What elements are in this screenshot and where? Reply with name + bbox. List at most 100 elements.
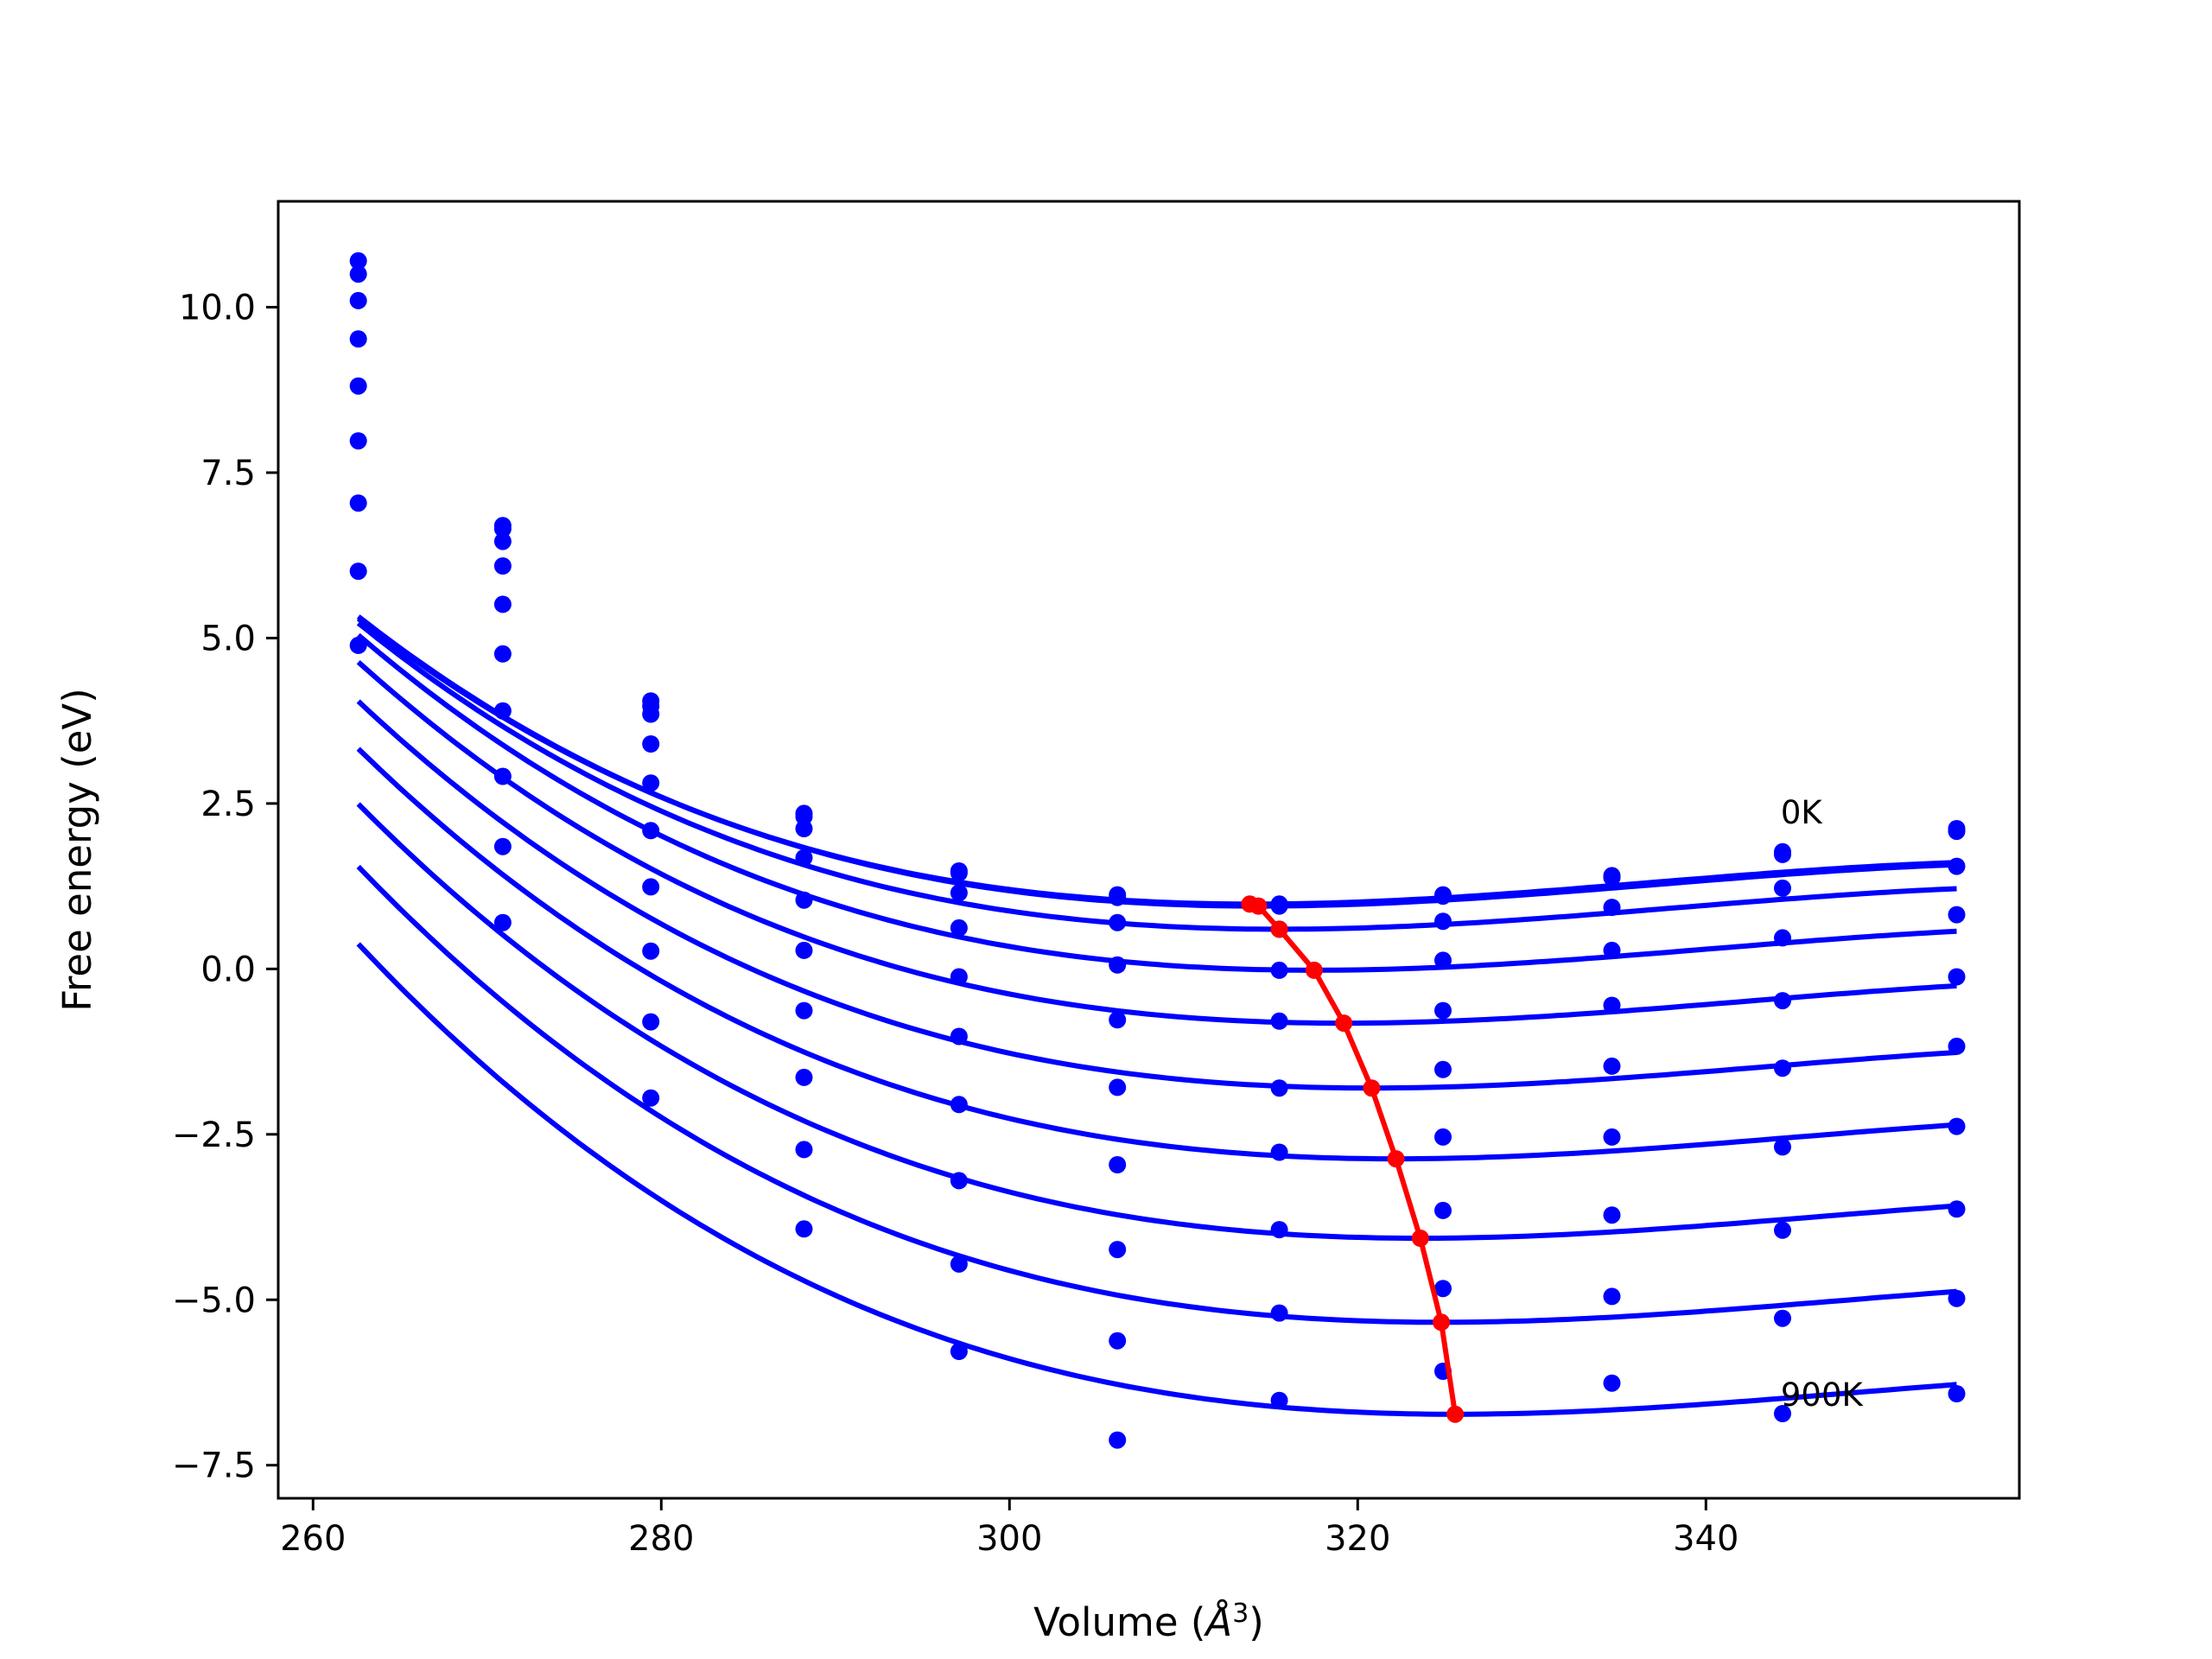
minimum-point-2 <box>1270 920 1288 938</box>
fit-curve-8 <box>356 864 1957 1325</box>
data-point-8-1 <box>493 837 512 855</box>
minima-path <box>1249 901 1459 1415</box>
annotation-label: 900K <box>1781 1376 1865 1414</box>
data-point-9-2 <box>642 1089 660 1107</box>
data-point-6-6 <box>1270 1143 1288 1161</box>
y-tick-label: −2.5 <box>172 1116 256 1155</box>
minimum-point-1 <box>1249 897 1268 915</box>
data-point-1-1 <box>493 520 512 538</box>
data-point-9-4 <box>950 1343 968 1360</box>
minimum-point-7 <box>1411 1230 1429 1247</box>
fit-curve-7 <box>356 802 1957 1241</box>
data-point-2-7 <box>1434 912 1452 931</box>
fit-curve-4 <box>356 659 1957 1027</box>
data-point-6-7 <box>1434 1128 1452 1146</box>
data-point-4-6 <box>1270 1012 1288 1030</box>
data-point-1-10 <box>1948 823 1966 841</box>
data-point-8-8 <box>1603 1287 1621 1306</box>
data-point-3-6 <box>1270 961 1288 979</box>
data-point-8-10 <box>1948 1289 1966 1307</box>
fit-curve-6 <box>356 747 1957 1162</box>
data-point-5-4 <box>950 1027 968 1046</box>
data-point-1-0 <box>349 265 367 283</box>
fit-curve-9 <box>356 942 1957 1417</box>
y-tick-label: 7.5 <box>200 454 256 493</box>
data-point-7-2 <box>642 942 660 960</box>
data-point-8-2 <box>642 1013 660 1031</box>
data-point-7-6 <box>1270 1221 1288 1239</box>
data-point-5-0 <box>349 432 367 450</box>
data-point-5-7 <box>1434 1060 1452 1078</box>
data-point-1-7 <box>1434 887 1452 906</box>
fit-curve-2 <box>356 620 1957 932</box>
data-point-5-3 <box>795 941 813 959</box>
data-point-0-0 <box>349 251 367 270</box>
data-point-2-4 <box>950 884 968 902</box>
data-point-2-2 <box>642 705 660 723</box>
data-point-2-9 <box>1774 879 1791 897</box>
minimum-point-8 <box>1433 1313 1450 1332</box>
plot-frame <box>276 200 2021 1500</box>
y-tick-label: 5.0 <box>200 619 256 658</box>
x-tick-label: 320 <box>1325 1519 1390 1559</box>
data-point-6-5 <box>1109 1156 1127 1173</box>
data-point-6-9 <box>1774 1138 1791 1156</box>
data-point-9-9 <box>1774 1405 1791 1422</box>
data-point-4-9 <box>1774 992 1791 1010</box>
data-point-4-2 <box>642 774 660 792</box>
minimum-point-5 <box>1363 1079 1381 1097</box>
data-point-3-8 <box>1603 941 1621 959</box>
data-point-2-5 <box>1109 913 1127 931</box>
data-point-6-4 <box>950 1096 968 1114</box>
y-tick-label: −5.0 <box>172 1281 256 1320</box>
data-point-7-1 <box>493 767 512 785</box>
data-point-6-3 <box>795 1001 813 1020</box>
data-point-1-3 <box>795 808 813 826</box>
data-point-5-6 <box>1270 1079 1288 1097</box>
data-point-3-1 <box>493 557 512 575</box>
minimum-point-9 <box>1446 1405 1465 1423</box>
data-point-6-2 <box>642 878 660 896</box>
x-tick-label: 300 <box>976 1519 1042 1559</box>
data-point-7-7 <box>1434 1201 1452 1219</box>
data-point-4-3 <box>795 891 813 909</box>
data-point-2-8 <box>1603 899 1621 917</box>
data-point-3-7 <box>1434 951 1452 969</box>
data-point-4-4 <box>950 968 968 986</box>
y-tick-label: 0.0 <box>200 950 256 989</box>
data-point-9-5 <box>1109 1431 1127 1449</box>
data-point-4-1 <box>493 595 512 613</box>
data-point-9-8 <box>1603 1374 1621 1392</box>
data-point-8-9 <box>1774 1309 1791 1327</box>
data-point-4-5 <box>1109 1011 1127 1029</box>
data-point-7-4 <box>950 1172 968 1190</box>
data-point-6-1 <box>493 702 512 720</box>
data-point-6-0 <box>349 494 367 512</box>
y-tick-label: −7.5 <box>172 1446 256 1486</box>
minimum-point-4 <box>1335 1014 1353 1033</box>
data-point-3-3 <box>795 849 813 867</box>
data-point-4-8 <box>1603 996 1621 1014</box>
data-point-3-2 <box>642 735 660 753</box>
minima-line <box>1241 895 1465 1423</box>
data-point-7-3 <box>795 1068 813 1086</box>
data-point-9-10 <box>1948 1385 1966 1402</box>
annotation-label: 0K <box>1781 794 1824 831</box>
y-tick-label: 10.0 <box>179 289 256 328</box>
fit-curve-3 <box>356 632 1957 973</box>
data-point-8-3 <box>795 1141 813 1159</box>
x-tick-label: 260 <box>280 1519 346 1559</box>
data-point-6-8 <box>1603 1128 1621 1146</box>
fit-curve-5 <box>356 699 1957 1091</box>
data-point-4-10 <box>1948 968 1966 986</box>
data-point-7-9 <box>1774 1221 1791 1239</box>
data-point-3-5 <box>1109 956 1127 974</box>
data-point-8-7 <box>1434 1280 1452 1298</box>
minimum-point-6 <box>1387 1150 1405 1168</box>
data-point-1-4 <box>950 864 968 882</box>
y-tick-label: 2.5 <box>200 785 256 824</box>
data-point-9-1 <box>493 913 512 931</box>
data-point-2-10 <box>1948 857 1966 875</box>
data-point-1-5 <box>1109 888 1127 906</box>
